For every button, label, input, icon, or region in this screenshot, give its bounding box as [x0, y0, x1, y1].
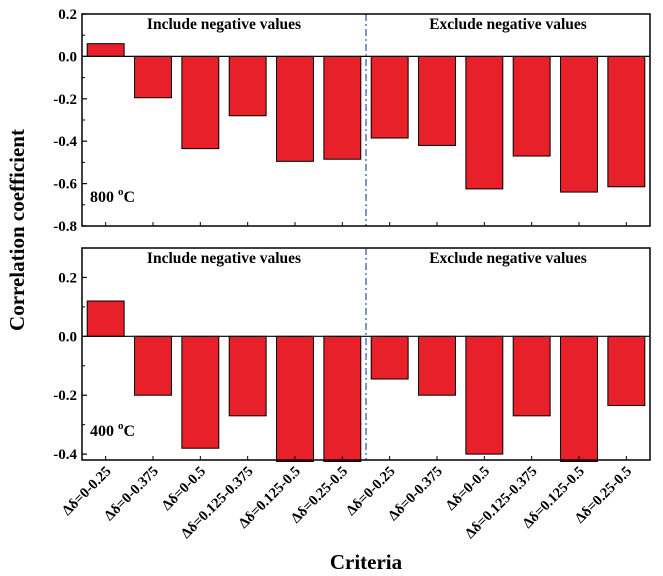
- axes-frame-bottom: [81, 247, 651, 461]
- ytick-label-top-0: 0.2: [58, 7, 77, 23]
- bar-top-6: [370, 55, 409, 139]
- left-group-label-top: Include negative values: [147, 16, 301, 33]
- ytick-label-bottom-2: -0.2: [53, 388, 77, 404]
- ytick-label-top-1: 0.0: [58, 49, 77, 65]
- left-group-label-bottom: Include negative values: [147, 250, 301, 267]
- bar-top-10: [560, 55, 598, 193]
- bar-top-4: [276, 55, 314, 162]
- x-axis-title: Criteria: [330, 550, 403, 574]
- y-axis-title: Correlation coefficient: [5, 129, 29, 331]
- right-group-label-bottom: Exclude negative values: [429, 250, 587, 267]
- bar-bottom-6: [370, 335, 409, 380]
- bar-bottom-8: [465, 335, 504, 455]
- ytick-label-top-2: -0.2: [53, 92, 77, 108]
- ytick-label-top-5: -0.8: [53, 219, 77, 235]
- bar-bottom-10: [560, 335, 598, 462]
- bar-top-9: [512, 55, 551, 157]
- bar-top-2: [181, 55, 220, 150]
- bar-top-1: [134, 55, 172, 99]
- bar-bottom-3: [228, 335, 267, 417]
- bar-top-11: [607, 55, 646, 188]
- ytick-label-bottom-1: 0.0: [58, 329, 77, 345]
- bar-top-7: [418, 55, 456, 146]
- bar-top-0: [86, 43, 125, 57]
- bar-bottom-4: [276, 335, 314, 462]
- temperature-label-bottom: 400 oC: [90, 420, 135, 440]
- ytick-label-bottom-3: -0.4: [53, 447, 77, 463]
- ytick-label-top-4: -0.6: [53, 177, 77, 193]
- bar-top-5: [323, 55, 362, 160]
- bar-bottom-7: [418, 335, 456, 396]
- ytick-label-top-3: -0.4: [53, 134, 77, 150]
- bar-bottom-1: [134, 335, 172, 396]
- bar-top-3: [228, 55, 267, 117]
- bar-bottom-2: [181, 335, 220, 449]
- panel-bottom: 0.2 0.0 -0.2 -0.4 Include negative values Exc…: [53, 247, 651, 463]
- bar-top-8: [465, 55, 504, 190]
- right-group-label-top: Exclude negative values: [429, 16, 587, 33]
- temperature-label-top: 800 oC: [90, 186, 135, 206]
- bar-bottom-5: [323, 335, 362, 462]
- panel-top: 0.2 0.0 -0.2 -0.4 -0.6 -0.8 Include negative v…: [53, 7, 651, 235]
- bar-bottom-11: [607, 335, 646, 407]
- bar-bottom-9: [512, 335, 551, 417]
- bar-bottom-0: [86, 300, 125, 337]
- plot-area: 0.2 0.0 -0.2 -0.4 -0.6 -0.8 Include negative v…: [53, 7, 651, 542]
- ytick-label-bottom-0: 0.2: [58, 270, 77, 286]
